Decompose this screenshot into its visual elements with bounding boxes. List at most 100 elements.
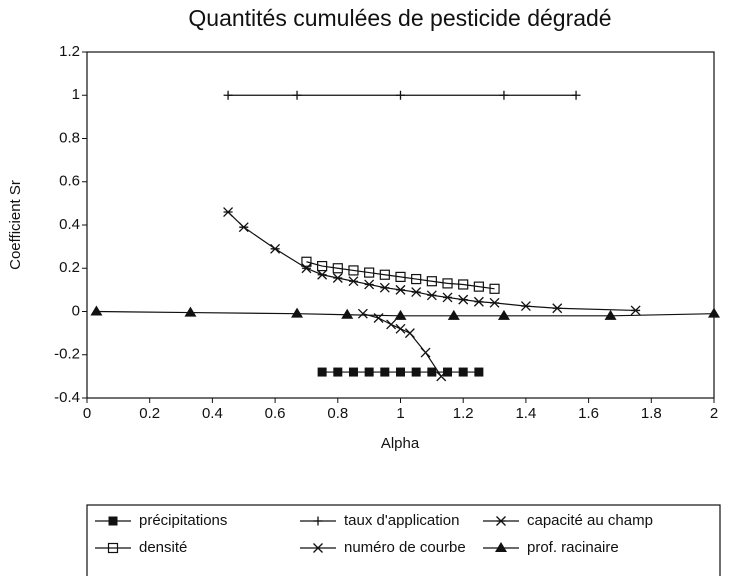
marker [443, 367, 453, 377]
marker [489, 283, 500, 294]
marker [348, 276, 359, 287]
marker [458, 279, 469, 290]
x-tick-label: 1.6 [578, 405, 599, 422]
marker [364, 267, 375, 278]
x-tick-label: 0 [83, 405, 91, 422]
marker [708, 307, 720, 318]
marker [520, 301, 531, 312]
marker [386, 319, 397, 330]
y-tick-label: -0.4 [54, 389, 80, 406]
marker [317, 269, 328, 280]
marker [395, 323, 406, 334]
y-tick-label: 0.8 [59, 129, 80, 146]
marker [394, 309, 407, 320]
marker [184, 306, 197, 317]
legend-label: prof. racinaire [527, 539, 619, 556]
marker [436, 371, 447, 382]
marker [404, 328, 415, 339]
marker [238, 222, 249, 233]
marker [379, 282, 390, 293]
plot-frame [86, 51, 715, 399]
marker [442, 278, 453, 289]
marker [411, 367, 421, 377]
marker [426, 276, 437, 287]
x-tick-label: 1.8 [641, 405, 662, 422]
marker [223, 90, 233, 100]
x-axis-label: Alpha [381, 435, 420, 452]
marker [291, 307, 304, 318]
marker [571, 90, 581, 100]
marker [427, 367, 437, 377]
legend-marker [313, 516, 323, 526]
marker [332, 273, 343, 283]
x-tick-label: 0.4 [202, 405, 223, 422]
x-tick-label: 0.2 [139, 405, 160, 422]
marker [497, 309, 510, 320]
marker [447, 309, 460, 320]
marker [396, 367, 405, 377]
series-line [362, 313, 442, 377]
marker [411, 273, 422, 285]
x-tick-label: 0.6 [265, 405, 286, 422]
marker [379, 269, 390, 280]
chart-title: Quantités cumulées de pesticide dégradé [188, 5, 611, 31]
marker [380, 367, 390, 377]
marker [499, 90, 509, 100]
marker [552, 303, 563, 314]
x-tick-label: 1.4 [515, 405, 536, 422]
x-tick-label: 1.2 [453, 405, 474, 422]
legend-marker [496, 516, 506, 526]
y-tick-label: 0.6 [59, 173, 80, 190]
legend-label: densité [139, 539, 187, 556]
marker [473, 281, 484, 292]
marker [90, 305, 103, 316]
marker [474, 367, 484, 377]
marker [301, 256, 312, 267]
marker [395, 284, 406, 295]
legend-marker [313, 543, 323, 553]
legend-label: capacité au champ [527, 512, 653, 529]
x-tick-label: 1 [396, 405, 404, 422]
marker [317, 260, 328, 272]
y-tick-label: 0.4 [59, 216, 80, 233]
y-tick-label: 1.2 [59, 43, 80, 60]
marker [301, 263, 312, 274]
legend-marker [495, 542, 507, 552]
series-line [306, 261, 495, 290]
legend-marker [108, 516, 118, 526]
marker [364, 367, 374, 377]
marker [396, 90, 405, 100]
marker [348, 265, 359, 276]
marker [411, 287, 422, 297]
legend-label: précipitations [139, 512, 227, 529]
marker [395, 271, 406, 282]
legend-marker [107, 542, 119, 554]
marker [426, 290, 437, 301]
marker [223, 207, 234, 217]
x-tick-label: 2 [710, 405, 718, 422]
legend-label: taux d'application [344, 512, 459, 529]
marker [442, 292, 453, 303]
y-tick-label: -0.2 [54, 346, 80, 363]
marker [458, 294, 469, 305]
marker [333, 367, 343, 377]
x-tick-label: 0.8 [327, 405, 348, 422]
marker [348, 367, 358, 377]
marker [458, 367, 468, 377]
y-tick-label: 0 [72, 302, 80, 319]
y-axis-label: Coefficient Sr [7, 180, 24, 270]
y-tick-label: 1 [72, 86, 80, 103]
marker [364, 279, 375, 290]
marker [489, 297, 500, 308]
legend-label: numéro de courbe [344, 539, 466, 556]
y-tick-label: 0.2 [59, 259, 80, 276]
marker [420, 347, 431, 358]
marker [473, 296, 484, 307]
marker [630, 305, 641, 316]
marker [357, 308, 368, 319]
marker [332, 263, 343, 274]
marker [270, 243, 281, 254]
legend-box [86, 504, 721, 576]
marker [341, 308, 354, 319]
